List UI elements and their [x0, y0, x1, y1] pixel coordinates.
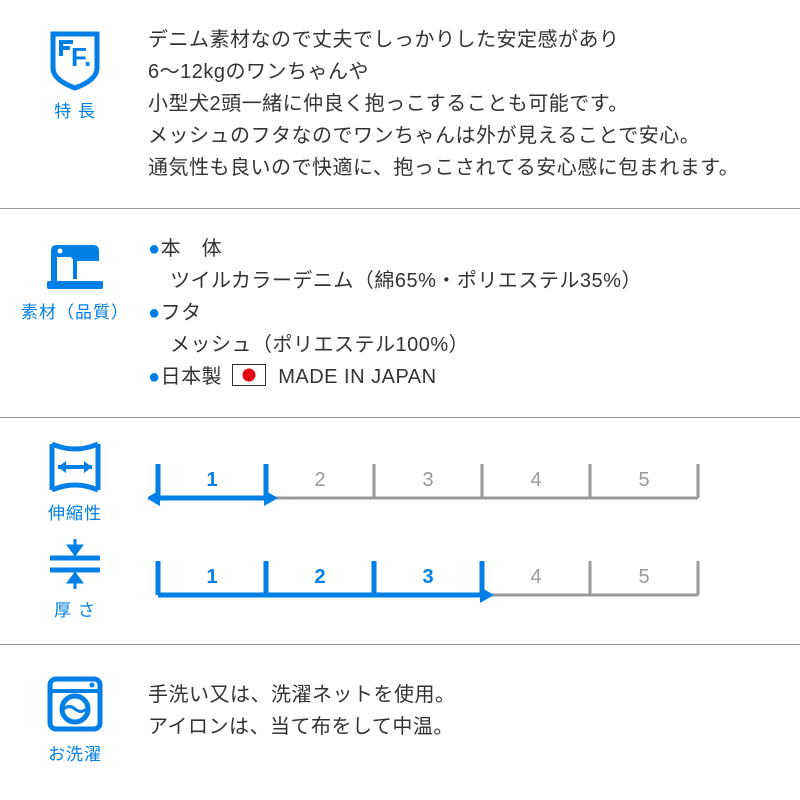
thickness-label: 厚 さ [54, 597, 96, 624]
wash-line1: 手洗い又は、洗濯ネットを使用。 [148, 679, 780, 711]
svg-text:4: 4 [530, 469, 541, 491]
material-body-text: ツイルカラーデニム（綿65%・ポリエステル35%） [148, 265, 780, 297]
features-line: 小型犬2頭一緒に仲良く抱っこすることも可能です。 [148, 88, 780, 120]
thickness-icon-col: 厚 さ [20, 537, 130, 624]
features-line: 通気性も良いので快適に、抱っこされてる安心感に包まれます。 [148, 152, 780, 184]
section-scales: 伸縮性 1 2 3 4 5 厚 さ 1 2 3 4 5 [0, 418, 800, 645]
features-label: 特 長 [54, 98, 96, 125]
features-line: デニム素材なので丈夫でしっかりした安定感があり [148, 24, 780, 56]
material-body-title: ●本 体 [148, 233, 780, 265]
stretch-scale: 1 2 3 4 5 [130, 440, 780, 514]
material-lid-text: メッシュ（ポリエステル100%） [148, 329, 780, 361]
features-line: 6〜12kgのワンちゃんや [148, 56, 780, 88]
material-icon-col: 素材（品質） [20, 233, 130, 326]
stretch-icon-col: 伸縮性 [20, 440, 130, 527]
svg-text:1: 1 [206, 566, 217, 588]
thickness-scale-svg: 1 2 3 4 5 [148, 551, 708, 611]
scale-thickness-row: 厚 さ 1 2 3 4 5 [20, 537, 780, 624]
wash-text: 手洗い又は、洗濯ネットを使用。 アイロンは、当て布をして中温。 [130, 669, 780, 743]
wash-label: お洗濯 [48, 741, 102, 768]
material-made: ●日本製 MADE IN JAPAN [148, 361, 780, 393]
svg-text:1: 1 [206, 469, 217, 491]
thickness-icon [46, 537, 104, 591]
stretch-label: 伸縮性 [48, 500, 102, 527]
thickness-scale: 1 2 3 4 5 [130, 537, 780, 611]
stretch-scale-svg: 1 2 3 4 5 [148, 454, 708, 514]
features-text: デニム素材なので丈夫でしっかりした安定感があり 6〜12kgのワンちゃんや 小型… [130, 24, 780, 184]
shield-f-icon: F. [43, 28, 107, 92]
wash-icon-col: お洗濯 [20, 669, 130, 768]
wash-line2: アイロンは、当て布をして中温。 [148, 711, 780, 743]
svg-text:3: 3 [422, 566, 433, 588]
svg-text:5: 5 [638, 469, 649, 491]
stretch-icon [46, 440, 104, 494]
material-text: ●本 体 ツイルカラーデニム（綿65%・ポリエステル35%） ●フタ メッシュ（… [130, 233, 780, 393]
svg-text:5: 5 [638, 566, 649, 588]
features-line: メッシュのフタなのでワンちゃんは外が見えることで安心。 [148, 120, 780, 152]
section-material: 素材（品質） ●本 体 ツイルカラーデニム（綿65%・ポリエステル35%） ●フ… [0, 209, 800, 418]
features-icon-col: F. 特 長 [20, 24, 130, 125]
svg-text:2: 2 [314, 469, 325, 491]
svg-text:F.: F. [71, 42, 91, 72]
section-features: F. 特 長 デニム素材なので丈夫でしっかりした安定感があり 6〜12kgのワン… [0, 0, 800, 209]
washing-machine-icon [44, 673, 106, 735]
japan-flag-icon [232, 364, 266, 386]
section-wash: お洗濯 手洗い又は、洗濯ネットを使用。 アイロンは、当て布をして中温。 [0, 645, 800, 792]
svg-text:4: 4 [530, 566, 541, 588]
svg-text:3: 3 [422, 469, 433, 491]
sewing-machine-icon [43, 237, 107, 293]
material-lid-title: ●フタ [148, 297, 780, 329]
material-label: 素材（品質） [21, 299, 129, 326]
svg-text:2: 2 [314, 566, 325, 588]
scale-stretch-row: 伸縮性 1 2 3 4 5 [20, 440, 780, 527]
